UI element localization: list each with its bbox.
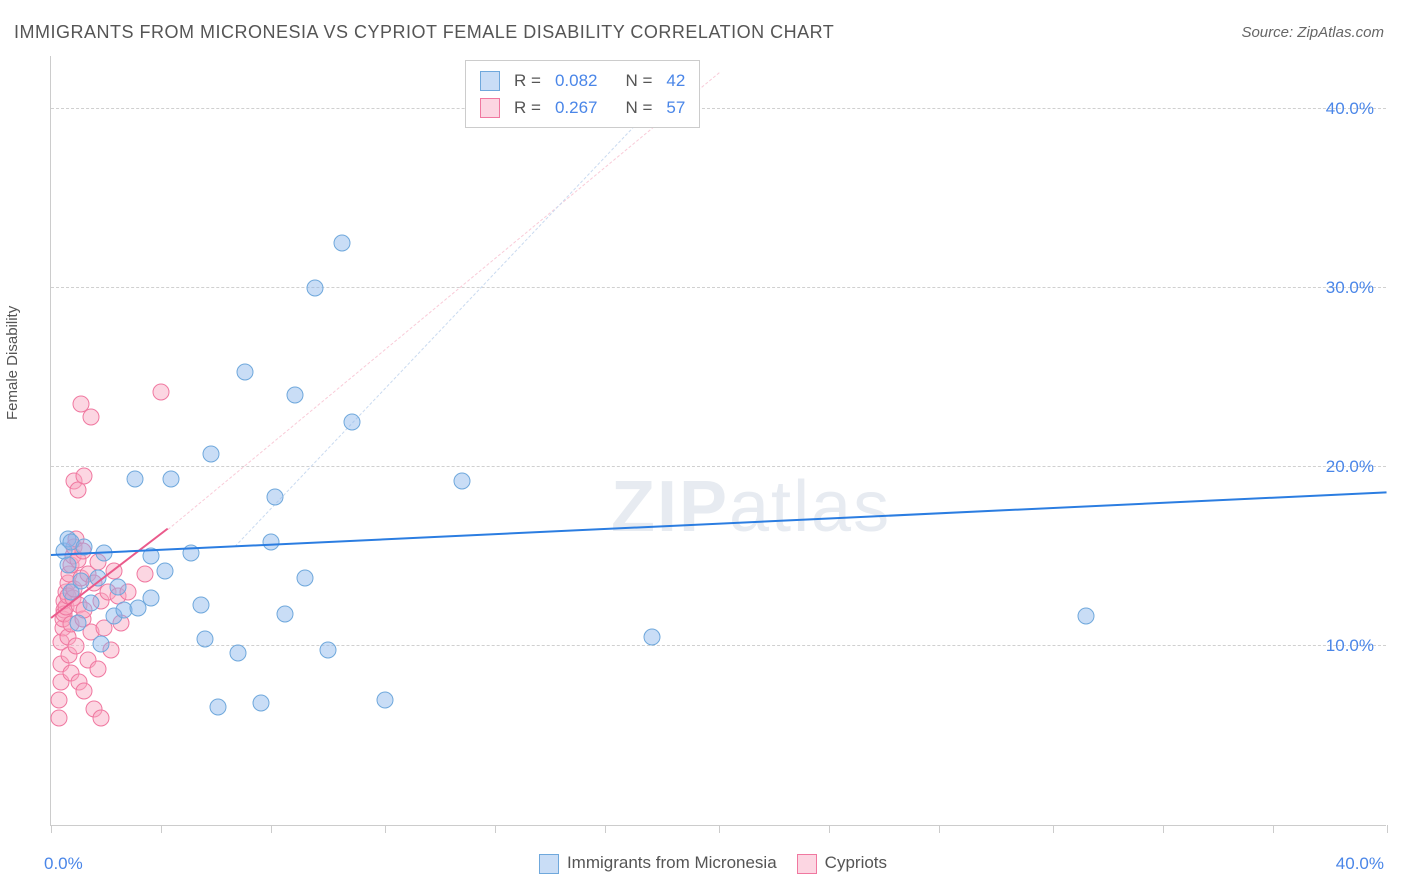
x-tick: [495, 825, 496, 833]
watermark-thin: atlas: [729, 467, 891, 547]
stats-legend: R = 0.082 N = 42 R = 0.267 N = 57: [465, 60, 700, 128]
data-point: [236, 363, 253, 380]
data-point: [163, 471, 180, 488]
data-point: [153, 383, 170, 400]
x-tick: [1387, 825, 1388, 833]
n-label: N =: [625, 67, 652, 94]
source-attribution: Source: ZipAtlas.com: [1241, 24, 1384, 41]
data-point: [266, 489, 283, 506]
x-tick: [1053, 825, 1054, 833]
chart-title: IMMIGRANTS FROM MICRONESIA VS CYPRIOT FE…: [14, 22, 834, 43]
r-value: 0.082: [555, 67, 598, 94]
x-tick: [939, 825, 940, 833]
data-point: [156, 562, 173, 579]
data-point: [51, 709, 68, 726]
data-point: [68, 637, 85, 654]
data-point: [93, 709, 110, 726]
x-tick: [1163, 825, 1164, 833]
r-value: 0.267: [555, 94, 598, 121]
data-point: [69, 614, 86, 631]
plot-area: ZIPatlas 10.0% 20.0% 30.0% 40.0%: [50, 56, 1386, 826]
data-point: [93, 636, 110, 653]
data-point: [276, 605, 293, 622]
data-point: [143, 589, 160, 606]
gridline: [51, 108, 1386, 109]
gridline: [51, 466, 1386, 467]
n-label: N =: [625, 94, 652, 121]
x-tick: [605, 825, 606, 833]
data-point: [230, 645, 247, 662]
y-tick-label: 40.0%: [1326, 99, 1374, 119]
data-point: [89, 661, 106, 678]
data-point: [320, 641, 337, 658]
data-point: [286, 387, 303, 404]
data-point: [210, 698, 227, 715]
trend-line: [168, 72, 720, 529]
watermark-bold: ZIP: [611, 467, 729, 547]
data-point: [51, 691, 68, 708]
x-tick: [385, 825, 386, 833]
chart-container: IMMIGRANTS FROM MICRONESIA VS CYPRIOT FE…: [0, 0, 1406, 892]
gridline: [51, 287, 1386, 288]
legend-label: Cypriots: [825, 853, 887, 872]
data-point: [306, 279, 323, 296]
y-tick-label: 10.0%: [1326, 636, 1374, 656]
data-point: [263, 534, 280, 551]
stats-row: R = 0.082 N = 42: [480, 67, 685, 94]
n-value: 57: [666, 94, 685, 121]
data-point: [193, 596, 210, 613]
x-tick: [829, 825, 830, 833]
legend-swatch: [480, 71, 500, 91]
data-point: [59, 557, 76, 574]
data-point: [73, 573, 90, 590]
data-point: [109, 578, 126, 595]
data-point: [296, 569, 313, 586]
series-legend: Immigrants from Micronesia Cypriots: [0, 853, 1406, 874]
x-tick: [271, 825, 272, 833]
data-point: [196, 630, 213, 647]
n-value: 42: [666, 67, 685, 94]
data-point: [644, 628, 661, 645]
data-point: [83, 408, 100, 425]
stats-row: R = 0.267 N = 57: [480, 94, 685, 121]
x-tick: [719, 825, 720, 833]
y-tick-label: 20.0%: [1326, 457, 1374, 477]
legend-swatch: [797, 854, 817, 874]
x-tick: [161, 825, 162, 833]
legend-swatch: [539, 854, 559, 874]
data-point: [136, 566, 153, 583]
data-point: [333, 235, 350, 252]
data-point: [453, 473, 470, 490]
trend-line: [51, 492, 1387, 557]
data-point: [1078, 607, 1095, 624]
r-label: R =: [514, 94, 541, 121]
y-axis-label: Female Disability: [4, 306, 21, 420]
y-tick-label: 30.0%: [1326, 278, 1374, 298]
data-point: [76, 467, 93, 484]
legend-swatch: [480, 98, 500, 118]
data-point: [83, 594, 100, 611]
r-label: R =: [514, 67, 541, 94]
data-point: [203, 446, 220, 463]
data-point: [126, 471, 143, 488]
legend-label: Immigrants from Micronesia: [567, 853, 777, 872]
data-point: [377, 691, 394, 708]
x-tick: [51, 825, 52, 833]
watermark: ZIPatlas: [611, 466, 891, 548]
x-tick: [1273, 825, 1274, 833]
data-point: [343, 414, 360, 431]
data-point: [253, 695, 270, 712]
data-point: [76, 682, 93, 699]
gridline: [51, 645, 1386, 646]
